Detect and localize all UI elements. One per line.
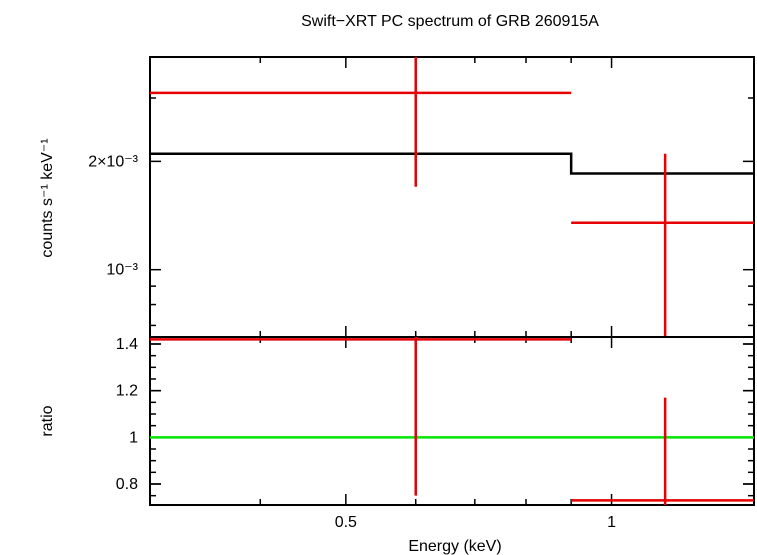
ratio-ytick-label: 1.4 <box>116 336 138 353</box>
spectrum-panel: 2×10⁻³ 10⁻³ <box>88 56 755 338</box>
ratio-ytick-label: 1.2 <box>116 383 138 400</box>
ratio-frame <box>149 336 755 506</box>
spectrum-ytick-label: 10⁻³ <box>106 262 138 279</box>
ratio-xtick-label: 0.5 <box>335 514 357 531</box>
ratio-ytick-label: 1 <box>129 429 138 446</box>
ratio-ylabel: ratio <box>39 405 56 436</box>
ratio-ytick-label: 0.8 <box>116 476 138 493</box>
x-axis-label: Energy (keV) <box>408 538 501 555</box>
spectrum-ylabel: counts s⁻¹ keV⁻¹ <box>39 138 56 257</box>
ratio-panel: 1.4 1.2 1 0.8 0.5 1 <box>116 336 755 531</box>
spectrum-ytick-label: 2×10⁻³ <box>88 153 138 170</box>
model-line <box>150 152 754 175</box>
spectrum-frame <box>149 56 755 338</box>
chart-title: Swift−XRT PC spectrum of GRB 260915A <box>301 13 599 30</box>
ratio-xtick-label: 1 <box>607 514 616 531</box>
